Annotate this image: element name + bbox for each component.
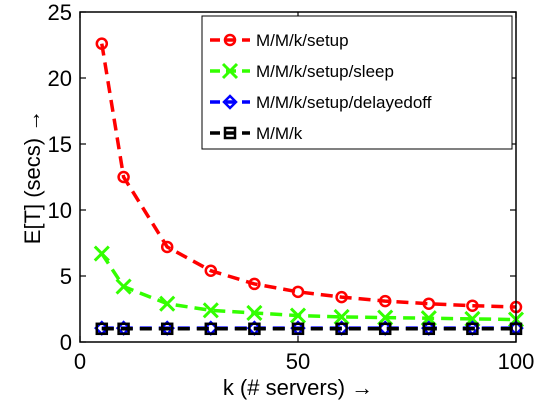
series-line <box>100 43 517 309</box>
y-axis-label: E[T] (secs) → <box>20 110 45 244</box>
y-tick-label: 15 <box>48 132 72 157</box>
legend-label: M/M/k/setup/delayedoff <box>256 93 432 112</box>
legend-entry: M/M/k/setup/sleep <box>210 62 394 81</box>
data-point <box>159 295 176 312</box>
legend: M/M/k/setup M/M/k/setup/sleep M/M/k/setup/… <box>201 15 513 150</box>
x-tick-label: 50 <box>286 349 310 374</box>
series-3 <box>95 322 523 336</box>
data-point <box>246 304 263 322</box>
data-point <box>204 322 218 336</box>
data-point <box>422 322 436 336</box>
data-point <box>248 322 261 336</box>
y-tick-label: 10 <box>48 198 72 223</box>
data-point <box>248 277 261 291</box>
data-point <box>93 245 110 262</box>
data-point <box>160 322 174 336</box>
legend-entry: M/M/k/setup <box>210 31 349 50</box>
legend-marker <box>223 33 237 47</box>
data-point <box>466 299 479 312</box>
data-point <box>466 322 479 336</box>
data-point <box>377 309 394 326</box>
legend-marker <box>221 62 239 80</box>
data-point <box>422 297 436 310</box>
legend-entry: M/M/k <box>210 124 303 143</box>
data-point <box>117 322 130 336</box>
data-point <box>202 302 219 319</box>
legend-label: M/M/k/setup <box>256 31 349 50</box>
legend-label: M/M/k/setup/sleep <box>256 62 394 81</box>
data-point <box>378 294 392 308</box>
y-tick-label: 0 <box>60 330 72 355</box>
legend-label: M/M/k <box>256 124 303 143</box>
data-point <box>115 278 132 295</box>
data-point <box>160 240 174 254</box>
plot-area <box>93 37 525 336</box>
data-point <box>95 37 109 50</box>
data-point <box>291 285 305 299</box>
legend-marker <box>222 94 238 110</box>
x-axis-label: k (# servers) → <box>223 375 373 400</box>
axis-ticks: 0 50 100 0 5 10 15 20 25 <box>48 0 535 374</box>
series-0 <box>95 37 523 314</box>
data-point <box>291 322 305 336</box>
y-tick-label: 5 <box>60 264 72 289</box>
y-tick-label: 25 <box>48 0 72 25</box>
data-point <box>204 264 218 277</box>
data-point <box>335 322 348 336</box>
y-tick-label: 20 <box>48 66 72 91</box>
data-point <box>117 170 130 184</box>
data-point <box>289 307 307 324</box>
legend-entry: M/M/k/setup/delayedoff <box>210 93 432 112</box>
x-tick-label: 100 <box>498 349 535 374</box>
legend-box <box>201 15 513 150</box>
x-tick-label: 0 <box>74 349 86 374</box>
data-point <box>378 322 392 336</box>
data-point <box>335 290 348 304</box>
legend-marker <box>223 126 237 140</box>
data-point <box>95 322 109 336</box>
data-point <box>333 308 350 325</box>
